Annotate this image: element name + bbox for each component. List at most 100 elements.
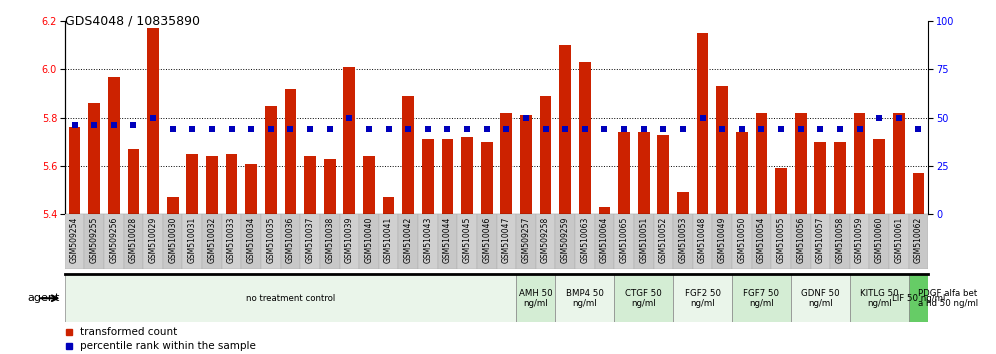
Bar [500,113,512,214]
Bar [360,214,378,269]
Bar [382,197,394,214]
Text: GSM510056: GSM510056 [796,217,805,263]
Bar [241,214,261,269]
Text: GSM510031: GSM510031 [188,217,197,263]
Bar [873,139,885,214]
Bar [850,274,908,322]
Bar [163,214,182,269]
Bar [281,214,300,269]
Bar [124,214,143,269]
Text: GSM509259: GSM509259 [561,217,570,263]
Bar [834,142,846,214]
Text: transformed count: transformed count [81,327,177,337]
Bar [477,214,496,269]
Bar [854,113,866,214]
Bar [556,214,575,269]
Bar [575,214,595,269]
Bar [540,96,552,214]
Bar [633,214,653,269]
Bar [653,214,673,269]
Bar [245,164,257,214]
Bar [615,274,673,322]
Bar [615,214,633,269]
Bar [516,214,536,269]
Bar [889,214,908,269]
Text: FGF2 50
ng/ml: FGF2 50 ng/ml [684,289,720,308]
Bar [791,21,850,214]
Text: GSM510045: GSM510045 [462,217,471,263]
Text: percentile rank within the sample: percentile rank within the sample [81,341,256,350]
Bar [206,156,218,214]
Text: GSM510029: GSM510029 [148,217,157,263]
Text: GDS4048 / 10835890: GDS4048 / 10835890 [65,14,200,27]
Text: no treatment control: no treatment control [246,294,335,303]
Text: GSM509257: GSM509257 [522,217,531,263]
Bar [143,214,163,269]
Bar [261,214,281,269]
Text: GSM510030: GSM510030 [168,217,177,263]
Text: GSM510063: GSM510063 [581,217,590,263]
Text: GSM510057: GSM510057 [816,217,825,263]
Text: GSM510052: GSM510052 [658,217,668,263]
Bar [265,105,277,214]
Bar [364,156,374,214]
Bar [481,142,493,214]
Text: GSM510048: GSM510048 [698,217,707,263]
Bar [422,139,433,214]
Bar [69,127,81,214]
Bar [619,132,629,214]
Text: GSM510065: GSM510065 [620,217,628,263]
Bar [673,214,693,269]
Bar [850,214,870,269]
Bar [560,45,571,214]
Bar [579,62,591,214]
Text: GSM510051: GSM510051 [639,217,648,263]
Text: GSM510038: GSM510038 [325,217,335,263]
Bar [320,214,340,269]
Text: GSM510061: GSM510061 [894,217,903,263]
Text: GSM510034: GSM510034 [247,217,256,263]
Bar [830,214,850,269]
Text: GDNF 50
ng/ml: GDNF 50 ng/ml [801,289,840,308]
Bar [928,21,967,214]
Bar [637,132,649,214]
Bar [752,214,771,269]
Bar [756,113,767,214]
Bar [166,197,178,214]
Bar [304,156,316,214]
Text: GSM510037: GSM510037 [306,217,315,263]
Text: GSM510041: GSM510041 [384,217,393,263]
Bar [437,214,457,269]
Bar [186,154,198,214]
Bar [850,21,908,214]
Bar [226,154,237,214]
Text: GSM510060: GSM510060 [874,217,883,263]
Bar [65,214,85,269]
Bar [696,33,708,214]
Text: GSM510062: GSM510062 [914,217,923,263]
Bar [536,214,556,269]
Bar [89,103,100,214]
Text: GSM510042: GSM510042 [403,217,412,263]
Text: GSM510054: GSM510054 [757,217,766,263]
Text: BMP4 50
ng/ml: BMP4 50 ng/ml [566,289,604,308]
Bar [815,142,827,214]
Text: GSM510028: GSM510028 [128,217,137,263]
Text: GSM510032: GSM510032 [207,217,216,263]
Text: GSM509258: GSM509258 [541,217,550,263]
Text: GSM510043: GSM510043 [423,217,432,263]
Bar [516,274,556,322]
Bar [340,214,360,269]
Bar [285,89,297,214]
Bar [912,173,924,214]
Text: GSM510039: GSM510039 [345,217,354,263]
Bar [657,135,669,214]
Bar [182,214,202,269]
Text: GSM510047: GSM510047 [502,217,511,263]
Text: GSM510036: GSM510036 [286,217,295,263]
Bar [457,214,477,269]
Text: GSM510050: GSM510050 [737,217,746,263]
Text: GSM510046: GSM510046 [482,217,491,263]
Bar [893,113,904,214]
Bar [673,21,732,214]
